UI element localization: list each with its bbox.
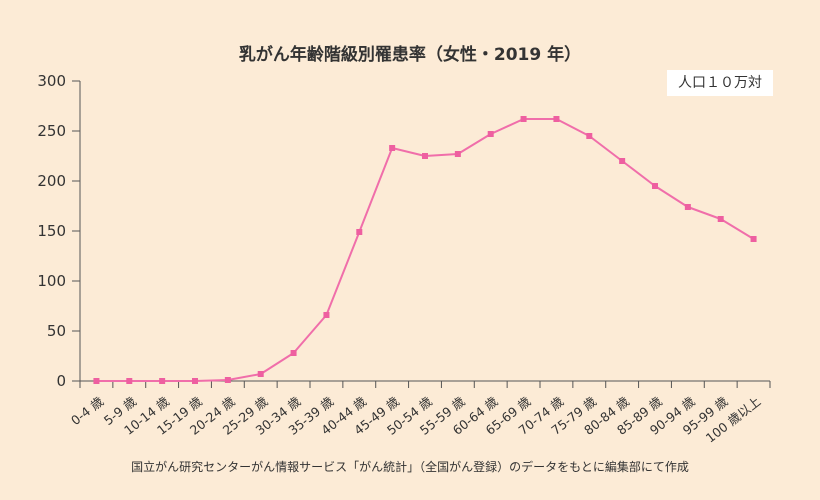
data-point xyxy=(487,131,494,137)
y-tick-label: 100 xyxy=(37,272,66,290)
chart-title: 乳がん年齢階級別罹患率（女性・2019 年） xyxy=(238,45,582,65)
x-tick-labels: 0-4 歳5-9 歳10-14 歳15-19 歳20-24 歳25-29 歳30… xyxy=(68,393,763,445)
data-point xyxy=(389,145,396,151)
y-tick-label: 300 xyxy=(37,72,66,90)
data-point xyxy=(422,153,428,159)
series xyxy=(93,116,757,384)
data-point xyxy=(323,312,330,318)
y-tick-label: 0 xyxy=(56,372,66,390)
data-point xyxy=(93,378,100,384)
source-note: 国立がん研究センターがん情報サービス「がん統計」（全国がん登録）のデータをもとに… xyxy=(131,460,689,474)
data-point xyxy=(192,378,198,384)
unit-label: 人口１０万対 xyxy=(667,70,773,96)
y-tick-labels: 0 50 100 150 200 250 300 xyxy=(37,72,66,390)
data-point xyxy=(454,151,461,157)
y-tick-label: 150 xyxy=(37,222,66,240)
axes xyxy=(72,80,771,388)
y-tick-label: 200 xyxy=(37,172,66,190)
data-point xyxy=(553,116,560,122)
x-tick-label: 0-4 歳 xyxy=(68,393,107,428)
data-point xyxy=(224,377,231,383)
data-point xyxy=(126,378,133,384)
data-point xyxy=(257,371,264,377)
data-point xyxy=(290,350,297,356)
data-point xyxy=(684,204,691,210)
y-tick-label: 250 xyxy=(37,122,66,140)
data-point xyxy=(159,378,166,384)
data-point xyxy=(652,183,658,189)
data-point xyxy=(717,216,724,222)
data-point xyxy=(520,116,527,122)
data-point xyxy=(619,158,626,164)
data-point xyxy=(586,133,593,139)
data-point xyxy=(356,229,363,235)
y-tick-label: 50 xyxy=(47,322,66,340)
data-point xyxy=(750,236,757,242)
